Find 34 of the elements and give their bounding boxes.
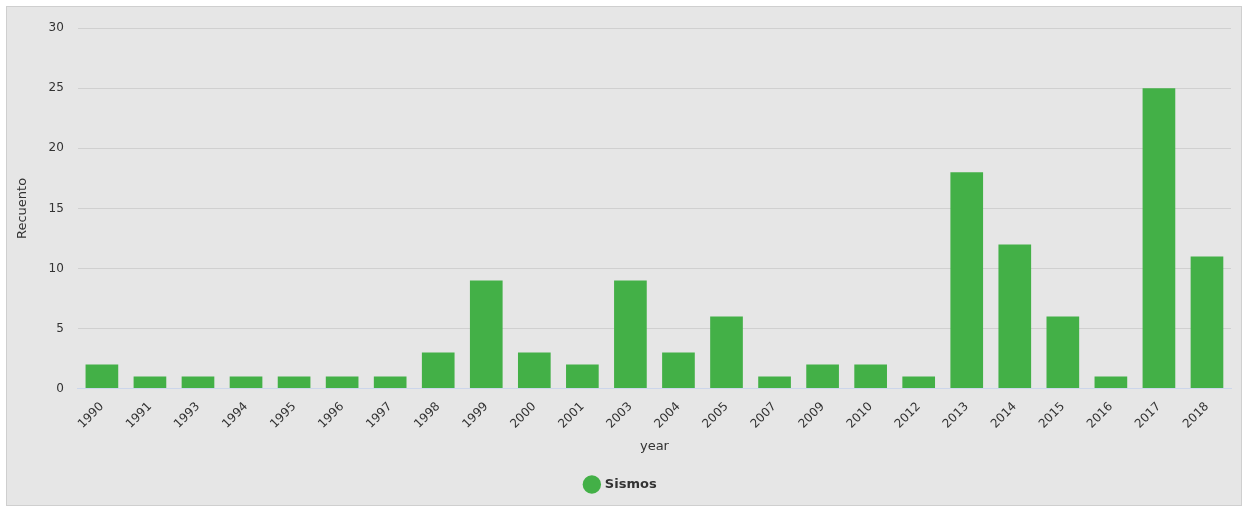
bar xyxy=(710,316,743,389)
bar xyxy=(421,352,455,389)
bar xyxy=(854,364,887,389)
bar xyxy=(998,244,1032,389)
bar xyxy=(469,280,503,389)
bar xyxy=(133,376,167,389)
y-tick-label: 30 xyxy=(48,20,64,35)
bar xyxy=(229,376,263,389)
y-axis-title: Recuento xyxy=(14,177,30,239)
bar xyxy=(758,376,791,389)
bar xyxy=(902,376,936,389)
bar xyxy=(806,364,839,389)
bar xyxy=(614,280,647,389)
bar xyxy=(1142,88,1176,389)
bar xyxy=(950,172,984,389)
bar xyxy=(1094,376,1128,389)
y-tick-label: 10 xyxy=(48,260,64,275)
bar xyxy=(1046,316,1080,389)
y-tick-label: 25 xyxy=(48,80,64,95)
bar xyxy=(373,376,407,389)
legend-label: Sismos xyxy=(604,475,657,491)
bar xyxy=(85,364,119,389)
y-tick-label: 15 xyxy=(48,200,64,215)
y-tick-label: 0 xyxy=(56,380,64,395)
bar xyxy=(181,376,215,389)
bar xyxy=(277,376,311,389)
x-axis-title: year xyxy=(639,437,670,453)
bar xyxy=(662,352,695,389)
bar xyxy=(517,352,551,389)
bar xyxy=(325,376,359,389)
bar xyxy=(566,364,599,389)
y-tick-label: 20 xyxy=(48,140,64,155)
bar xyxy=(1190,256,1224,389)
y-tick-label: 5 xyxy=(56,320,64,335)
